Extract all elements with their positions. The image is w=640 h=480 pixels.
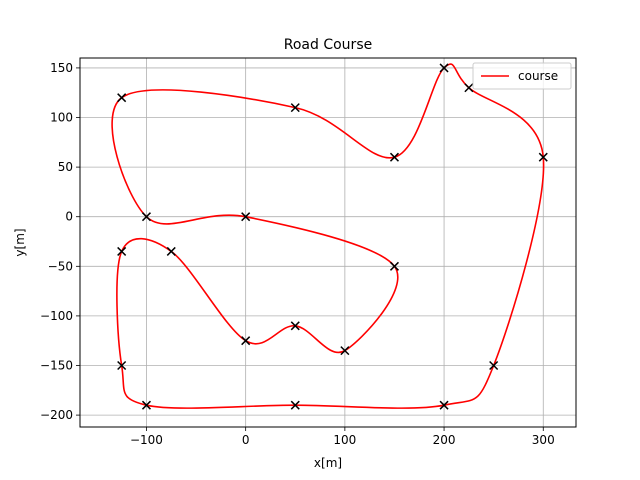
legend: course	[472, 62, 572, 90]
waypoint-marker	[389, 152, 399, 162]
waypoint-marker	[166, 246, 176, 256]
waypoint-marker	[489, 360, 499, 371]
series-line-course	[111, 63, 545, 409]
x-tick-label: −100	[130, 433, 163, 447]
waypoint-marker	[117, 360, 127, 371]
waypoint-marker	[389, 261, 399, 271]
waypoint-marker	[241, 336, 251, 346]
plot-frame	[79, 57, 577, 428]
y-tick-label: 100	[50, 111, 73, 125]
waypoint-markers	[117, 63, 548, 410]
plot-area	[111, 63, 545, 409]
waypoint-marker	[464, 83, 474, 93]
y-tick-label: −100	[40, 309, 73, 323]
waypoint-marker	[290, 400, 300, 410]
y-tick-label: 0	[65, 210, 73, 224]
waypoint-marker	[290, 103, 300, 113]
waypoint-marker	[117, 93, 127, 103]
y-axis-label: y[m]	[13, 228, 27, 256]
waypoint-marker	[439, 400, 449, 410]
y-tick-label: −150	[40, 359, 73, 373]
axis-ticks: −100 0 100 200 300 150 100 50 0 −50 −100 −150 −200	[40, 61, 555, 447]
x-tick-label: 200	[433, 433, 456, 447]
waypoint-marker	[290, 321, 300, 331]
waypoint-marker	[141, 400, 151, 410]
waypoint-marker	[538, 152, 548, 162]
y-tick-label: 150	[50, 61, 73, 75]
x-tick-label: 300	[532, 433, 555, 447]
x-axis-label: x[m]	[314, 456, 342, 470]
waypoint-marker	[141, 212, 151, 222]
grid	[80, 58, 576, 427]
x-tick-label: 100	[333, 433, 356, 447]
waypoint-marker	[439, 63, 449, 73]
waypoint-marker	[340, 346, 350, 356]
chart-title: Road Course	[284, 37, 372, 53]
y-tick-label: −50	[48, 259, 73, 273]
waypoint-marker	[241, 212, 251, 222]
legend-box	[472, 62, 572, 90]
waypoint-marker	[117, 246, 127, 256]
x-tick-label: 0	[242, 433, 250, 447]
y-tick-label: 50	[58, 160, 73, 174]
legend-label-course: course	[518, 69, 558, 83]
y-tick-label: −200	[40, 408, 73, 422]
